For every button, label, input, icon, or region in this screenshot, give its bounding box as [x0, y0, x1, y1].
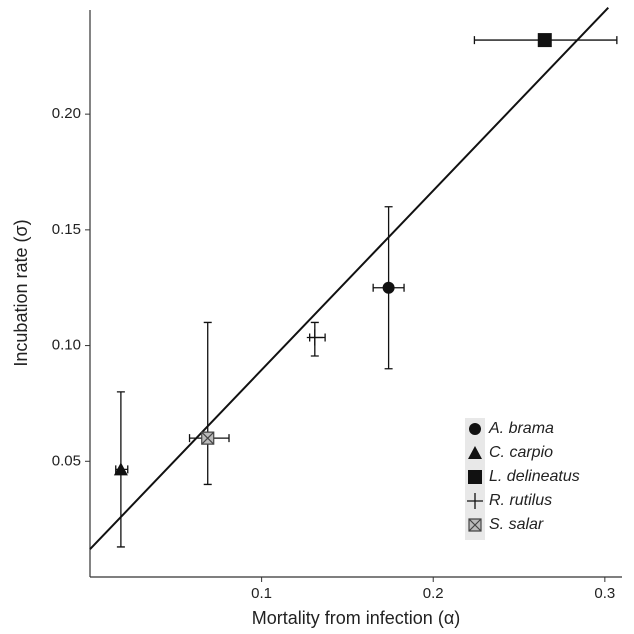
y-tick-label: 0.15 — [52, 221, 81, 238]
x-tick-label: 0.1 — [251, 585, 272, 602]
x-axis-label: Mortality from infection (α) — [252, 608, 460, 628]
legend-marker — [469, 423, 481, 435]
legend-marker — [468, 470, 482, 484]
x-tick-label: 0.2 — [423, 585, 444, 602]
y-error-bar — [203, 321, 212, 486]
legend-marker — [467, 493, 483, 509]
point — [306, 329, 323, 346]
legend-label: L. delineatus — [489, 468, 580, 485]
point — [113, 462, 128, 476]
point — [382, 281, 395, 294]
y-tick-label: 0.10 — [52, 337, 81, 354]
point — [201, 431, 215, 445]
legend-marker — [468, 446, 482, 459]
legend-label: S. salar — [489, 516, 544, 533]
x-tick-label: 0.3 — [594, 585, 615, 602]
point — [537, 33, 552, 48]
fit-line — [89, 6, 609, 550]
legend-label: R. rutilus — [489, 492, 552, 509]
legend-marker — [468, 518, 482, 532]
legend-label: A. brama — [488, 420, 554, 437]
legend-label: C. carpio — [489, 444, 553, 461]
y-tick-label: 0.20 — [52, 105, 81, 122]
y-axis-label: Incubation rate (σ) — [11, 219, 31, 366]
y-tick-label: 0.05 — [52, 452, 81, 469]
